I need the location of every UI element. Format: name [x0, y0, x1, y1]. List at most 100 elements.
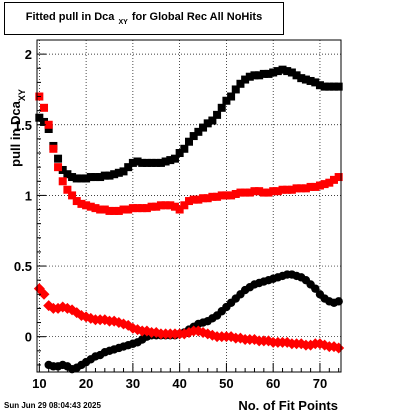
y-axis-label-sub: XY [17, 89, 27, 101]
data-point [334, 173, 343, 182]
data-point [208, 192, 217, 201]
x-tick-label: 60 [266, 376, 280, 391]
data-point [306, 182, 315, 191]
data-point [180, 144, 189, 153]
data-point [264, 188, 273, 197]
data-point [315, 81, 324, 90]
data-point [255, 187, 264, 196]
y-tick-label: 0.5 [14, 259, 32, 274]
data-point [161, 157, 170, 166]
data-point [82, 201, 91, 210]
data-point [241, 188, 250, 197]
data-point [255, 71, 264, 80]
x-tick-label: 40 [172, 376, 186, 391]
data-point [44, 125, 53, 134]
data-point [72, 197, 81, 206]
data-point [119, 167, 128, 176]
timestamp: Sun Jun 29 08:04:43 2025 [4, 401, 101, 410]
series-0 [35, 65, 343, 183]
data-point [269, 68, 278, 77]
data-point [152, 202, 161, 211]
data-point [287, 185, 296, 194]
data-point [222, 96, 231, 105]
data-point [96, 205, 105, 214]
svg-text:pull in DcaXY: pull in DcaXY [8, 89, 27, 167]
chart-title-box: Fitted pull in Dca XY for Global Rec All … [4, 2, 284, 35]
series-1 [35, 92, 343, 215]
data-point [325, 178, 334, 187]
chart-title: Fitted pull in Dca XY for Global Rec All … [26, 11, 262, 26]
data-point [320, 180, 329, 189]
data-point [278, 65, 287, 74]
data-point [40, 103, 49, 112]
data-point [217, 103, 226, 112]
data-point [189, 195, 198, 204]
data-point [180, 201, 189, 210]
data-point [273, 187, 282, 196]
data-point [199, 123, 208, 132]
data-point [292, 184, 301, 193]
data-point [185, 197, 193, 206]
marks-layer [33, 65, 345, 374]
y-tick-label: 1.5 [14, 118, 32, 133]
data-point [287, 68, 296, 77]
data-point [147, 158, 156, 167]
data-point [329, 82, 338, 91]
data-point [278, 185, 287, 194]
x-tick-label: 20 [79, 376, 93, 391]
y-tick-label: 2 [25, 47, 32, 62]
data-point [259, 69, 268, 78]
y-axis-label-main: pull in Dca [8, 100, 23, 167]
data-point [311, 182, 320, 191]
data-point [44, 120, 53, 129]
data-point [208, 116, 217, 125]
data-point [301, 184, 310, 193]
data-point [170, 202, 179, 211]
data-point [315, 181, 324, 190]
data-point [49, 144, 58, 153]
data-point [68, 173, 77, 182]
data-point [320, 82, 329, 91]
data-point [142, 204, 151, 213]
data-point [77, 174, 86, 183]
series-2 [44, 270, 343, 374]
data-point [311, 284, 320, 293]
data-point [231, 85, 240, 94]
data-point [269, 187, 278, 196]
data-point [91, 173, 100, 182]
data-point [38, 288, 50, 300]
data-point [311, 78, 320, 87]
data-point [166, 201, 175, 210]
x-axis-label: No. of Fit Points [238, 398, 338, 413]
data-point [175, 205, 184, 214]
y-tick-label: 0 [25, 330, 32, 345]
data-point [133, 157, 142, 166]
data-point [222, 191, 231, 200]
data-point [128, 204, 137, 213]
data-point [100, 205, 109, 214]
data-point [124, 163, 133, 172]
data-point [301, 75, 310, 84]
data-point [203, 194, 212, 203]
data-point [82, 174, 91, 183]
data-point [156, 201, 165, 210]
data-point [86, 173, 95, 182]
data-point [213, 192, 222, 201]
data-point [128, 158, 137, 167]
data-point [325, 82, 334, 91]
data-point [72, 174, 81, 183]
data-point [283, 67, 292, 76]
x-tick-label: 50 [219, 376, 233, 391]
data-point [58, 165, 67, 174]
data-point [194, 127, 203, 136]
data-point [264, 69, 273, 78]
data-point [245, 188, 254, 197]
data-point [138, 204, 147, 213]
data-point [170, 154, 179, 163]
data-point [241, 75, 250, 84]
data-point [297, 184, 306, 193]
data-point [283, 185, 292, 194]
data-point [227, 191, 236, 200]
data-point [100, 171, 109, 180]
